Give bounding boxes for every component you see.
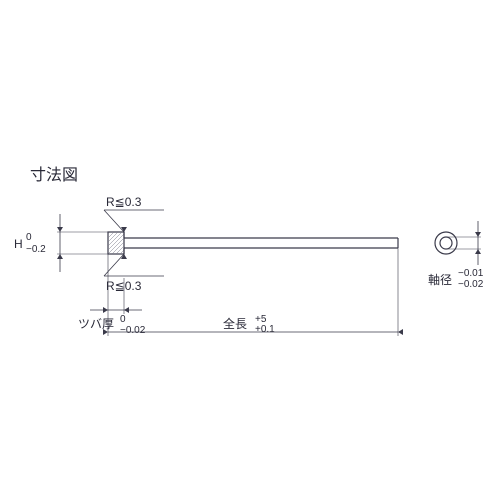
shaft-dia-tol-upper: −0.01 bbox=[458, 268, 484, 279]
shaft-dia-tol-lower: −0.02 bbox=[458, 279, 484, 290]
length-tol-lower: +0.1 bbox=[255, 324, 275, 335]
h-label: H bbox=[14, 237, 23, 251]
flange-tol-upper: 0 bbox=[120, 314, 126, 325]
canvas-bg bbox=[0, 0, 500, 500]
flange-label: ツバ厚 bbox=[78, 317, 114, 331]
h-tol-lower: −0.2 bbox=[26, 244, 46, 255]
length-label: 全長 bbox=[223, 316, 247, 331]
h-tol-upper: 0 bbox=[26, 232, 32, 243]
flange-tol-lower: −0.02 bbox=[120, 325, 146, 336]
r-upper-label: R≦0.3 bbox=[106, 195, 142, 209]
drawing-title: 寸法図 bbox=[30, 166, 78, 184]
shaft-dia-label: 軸径 bbox=[428, 273, 452, 287]
